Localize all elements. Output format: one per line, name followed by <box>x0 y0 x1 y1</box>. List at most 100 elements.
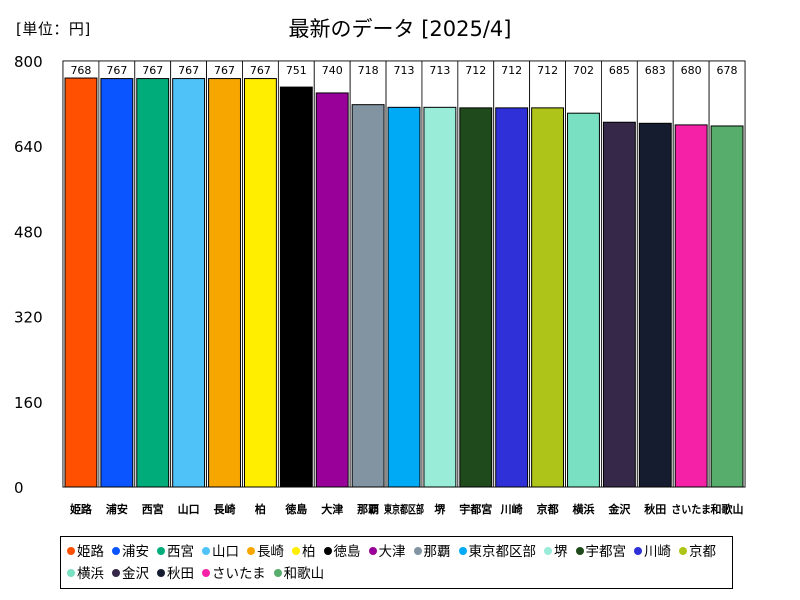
x-tick-label: 那覇 <box>357 503 379 516</box>
bar <box>602 121 636 488</box>
bar <box>459 107 493 488</box>
legend-label: 堺 <box>554 544 568 560</box>
legend-marker <box>112 547 120 555</box>
bar-value-label: 678 <box>717 64 738 77</box>
legend-label: 金沢 <box>122 566 149 582</box>
legend-item: 長崎 <box>247 541 284 563</box>
x-tick-label: 柏 <box>255 502 266 516</box>
legend-item: 大津 <box>368 541 406 563</box>
bar <box>567 112 600 488</box>
bar <box>172 78 206 488</box>
legend-marker <box>202 547 210 555</box>
x-tick-label: 堺 <box>434 502 446 516</box>
bar-value-label: 702 <box>573 64 594 77</box>
x-tick-label: 宇都宮 <box>459 502 492 516</box>
legend-marker <box>575 547 584 555</box>
x-tick-label: 金沢 <box>607 502 631 516</box>
legend-item: 和歌山 <box>273 563 325 585</box>
legend-item: 姫路 <box>67 541 104 563</box>
bar-value-label: 767 <box>250 64 271 77</box>
bar <box>100 78 134 488</box>
bar-value-label: 767 <box>214 64 235 77</box>
bar <box>531 107 565 488</box>
x-tick-label: 長崎 <box>214 502 236 516</box>
x-tick-label: 川崎 <box>500 502 523 516</box>
legend-item: 浦安 <box>112 541 149 563</box>
x-tick-label: 京都 <box>537 502 559 516</box>
bar-value-label: 740 <box>322 64 343 77</box>
bar <box>710 125 744 488</box>
legend-item: 横浜 <box>67 563 104 585</box>
legend-item: 柏 <box>292 541 316 563</box>
bar-value-label: 680 <box>681 64 702 77</box>
bar-value-label: 751 <box>286 64 307 77</box>
legend-marker <box>544 547 552 555</box>
x-tick-label: 西宮 <box>142 502 164 516</box>
bar <box>495 107 529 488</box>
bar-value-label: 767 <box>178 64 199 77</box>
legend-label: 山口 <box>212 544 239 560</box>
chart-legend: 姫路 浦安 西宮 山口 長崎 柏 徳島 大津 那覇 東京都区部 堺 宇都宮 川崎 京都横浜 金沢 秋田 さいたま… <box>60 536 733 589</box>
y-tick-label: 320 <box>14 309 43 327</box>
legend-marker <box>67 569 75 577</box>
legend-label: 秋田 <box>167 566 194 582</box>
bar <box>423 106 457 488</box>
legend-marker <box>292 547 300 555</box>
legend-item: 徳島 <box>323 541 361 563</box>
x-tick-label: 秋田 <box>644 502 666 516</box>
x-tick-label: 浦安 <box>106 502 128 516</box>
legend-label: 東京都区部 <box>468 544 537 560</box>
bar <box>638 122 672 488</box>
x-tick-label: 大津 <box>321 502 343 516</box>
legend-marker <box>368 547 377 555</box>
legend-marker <box>247 547 255 555</box>
y-tick-label: 800 <box>14 53 43 71</box>
legend-label: 川崎 <box>644 544 671 560</box>
y-tick-label: 0 <box>14 479 24 497</box>
bar <box>279 86 313 488</box>
chart-title: 最新のデータ [2025/4] <box>288 17 512 41</box>
unit-label: [単位：円] <box>16 20 91 38</box>
legend-label: 浦安 <box>122 544 149 560</box>
legend-marker <box>157 569 165 577</box>
legend-label: 横浜 <box>77 566 104 582</box>
bar <box>315 92 349 488</box>
bar <box>136 78 170 488</box>
bar <box>208 78 241 488</box>
legend-marker <box>157 547 165 555</box>
bar-value-label: 718 <box>358 64 379 77</box>
bar-value-label: 685 <box>609 64 630 77</box>
legend-label: 和歌山 <box>283 566 325 582</box>
legend-item: 東京都区部 <box>458 541 537 563</box>
bar-chart: 0 160 320 480 640 800 768 姫路 767 浦安 767 西宮 767 山口 767 長… <box>14 53 746 516</box>
x-tick-label: 徳島 <box>284 502 307 516</box>
bar-value-label: 712 <box>501 64 522 77</box>
legend-item: 那覇 <box>413 541 451 563</box>
bar <box>351 104 385 488</box>
x-tick-label: 東京都区部 <box>384 502 424 516</box>
legend-label: 姫路 <box>77 544 104 560</box>
x-tick-label: 和歌山 <box>711 502 744 516</box>
x-tick-label: 姫路 <box>70 502 93 516</box>
bar-value-label: 767 <box>142 64 163 77</box>
legend-marker <box>679 547 687 555</box>
bar <box>64 77 98 488</box>
bar-value-label: 713 <box>429 64 450 77</box>
bar <box>243 78 277 488</box>
legend-item: 山口 <box>202 541 239 563</box>
legend-marker <box>202 569 210 577</box>
legend-item: 堺 <box>544 541 568 563</box>
legend-marker <box>458 547 467 555</box>
y-tick-label: 480 <box>14 223 43 241</box>
legend-label: 徳島 <box>333 544 361 560</box>
legend-label: 柏 <box>302 544 316 560</box>
legend-item: 川崎 <box>634 541 671 563</box>
x-tick-label: さいたま <box>671 503 711 516</box>
legend-label: 大津 <box>378 544 406 560</box>
y-tick-label: 640 <box>14 138 43 156</box>
legend-item: 京都 <box>679 541 716 563</box>
bar-value-label: 712 <box>537 64 558 77</box>
bar-value-label: 768 <box>70 64 91 77</box>
legend-label: 宇都宮 <box>585 544 627 560</box>
legend-label: 長崎 <box>257 544 284 560</box>
